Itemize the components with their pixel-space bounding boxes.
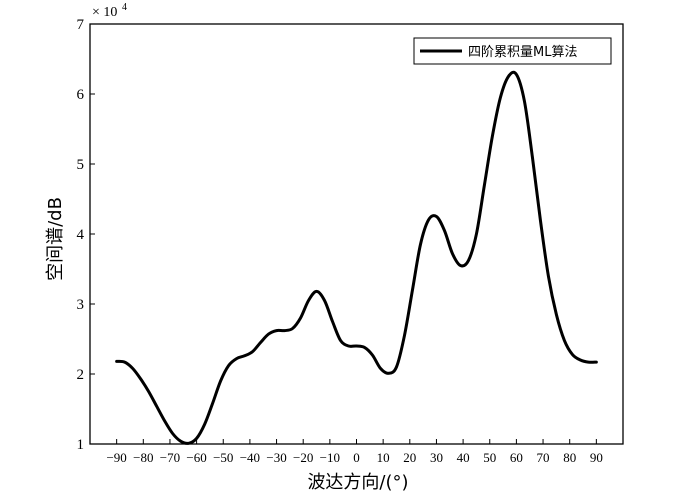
x-tick-label: 10 <box>377 450 390 465</box>
x-tick-label: 80 <box>563 450 576 465</box>
y-tick-label: 6 <box>77 87 85 103</box>
x-tick-label: −90 <box>106 450 126 465</box>
y-tick-label: 2 <box>77 367 85 383</box>
y-tick-label: 3 <box>77 297 85 313</box>
x-tick-label: 0 <box>353 450 360 465</box>
x-tick-label: 90 <box>590 450 603 465</box>
x-axis-title: 波达方向/(°) <box>307 472 408 493</box>
y-multiplier: × 10 4 <box>92 2 127 20</box>
x-tick-label: 60 <box>510 450 523 465</box>
x-tick-label: −40 <box>240 450 260 465</box>
y-multiplier-label: × 10 <box>92 5 117 20</box>
x-tick-label: −20 <box>293 450 313 465</box>
y-tick-label: 5 <box>77 157 85 173</box>
x-tick-label: 50 <box>483 450 496 465</box>
y-axis-title: 空间谱/dB <box>45 197 66 281</box>
x-tick-label: 40 <box>457 450 470 465</box>
y-tick-label: 4 <box>77 227 85 243</box>
y-multiplier-exponent: 4 <box>122 2 127 13</box>
x-tick-label: −70 <box>160 450 180 465</box>
legend: 四阶累积量ML算法 <box>413 37 612 65</box>
legend-label: 四阶累积量ML算法 <box>468 45 577 60</box>
x-tick-label: −80 <box>133 450 153 465</box>
y-ticks: 1 2 3 4 5 6 7 <box>77 17 95 453</box>
x-tick-label: 70 <box>537 450 550 465</box>
series-line <box>115 70 598 445</box>
y-tick-label: 1 <box>77 437 85 453</box>
x-tick-label: −10 <box>320 450 340 465</box>
x-ticks: −90 −80 −70 −60 −50 −40 −30 −20 −10 0 10 20 30 40 50 60… <box>106 439 603 465</box>
x-tick-label: −30 <box>266 450 286 465</box>
x-tick-label: −50 <box>213 450 233 465</box>
x-tick-label: −60 <box>186 450 206 465</box>
x-tick-label: 30 <box>430 450 443 465</box>
y-tick-label: 7 <box>77 17 85 33</box>
x-tick-label: 20 <box>403 450 416 465</box>
